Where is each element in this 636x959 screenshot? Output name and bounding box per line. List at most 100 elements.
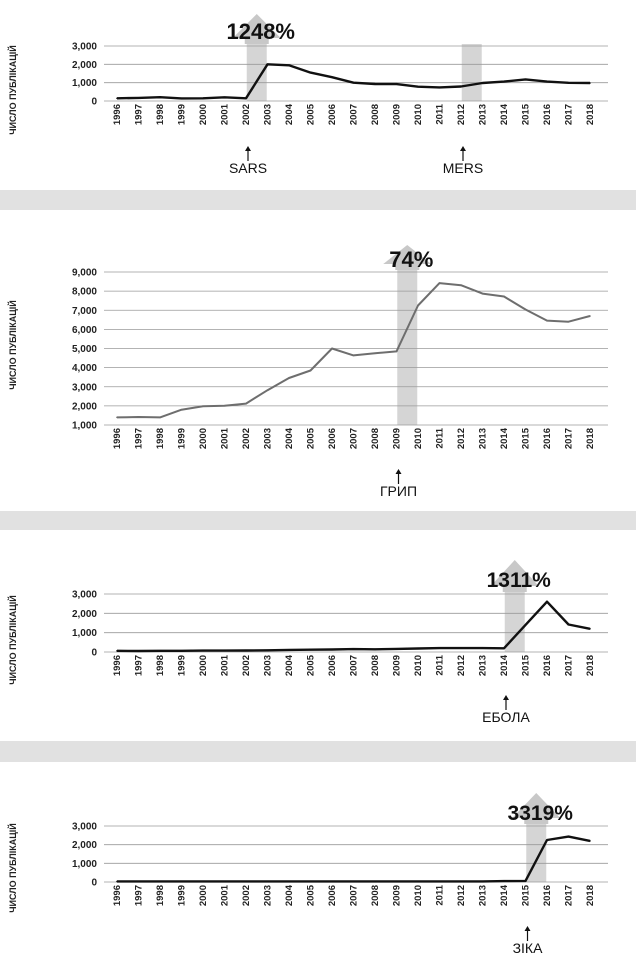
- data-point: [417, 880, 419, 883]
- data-point: [159, 650, 161, 652]
- data-point: [180, 97, 183, 100]
- y-tick-label: 5,000: [72, 344, 97, 355]
- x-tick-label: 2016: [542, 104, 553, 125]
- x-tick-label: 2005: [306, 427, 317, 449]
- data-point: [245, 649, 247, 652]
- x-tick-label: 2018: [585, 428, 596, 449]
- x-tick-label: 2015: [521, 103, 532, 125]
- x-tick-label: 1999: [177, 104, 188, 125]
- x-tick-label: 2018: [585, 104, 596, 125]
- series-line: [116, 282, 591, 419]
- x-tick-label: 1997: [134, 655, 145, 676]
- data-point: [116, 880, 118, 883]
- x-tick-label: 1997: [134, 885, 145, 906]
- data-point: [331, 648, 333, 651]
- x-tick-label: 2010: [413, 428, 424, 449]
- data-point: [309, 880, 312, 883]
- x-tick-label: 2006: [327, 104, 338, 125]
- data-point: [417, 647, 419, 650]
- x-tick-label: 2002: [241, 655, 252, 676]
- growth-percent-label: 1311%: [487, 569, 552, 592]
- data-point: [352, 81, 355, 84]
- y-tick-label: 1,000: [72, 78, 97, 89]
- x-tick-label: 2014: [499, 427, 510, 449]
- y-tick-label: 3,000: [72, 382, 97, 393]
- data-point: [137, 650, 140, 652]
- y-tick-label: 9,000: [72, 268, 97, 279]
- data-point: [481, 647, 484, 649]
- x-tick-label: 2011: [435, 103, 446, 124]
- data-point: [180, 880, 183, 883]
- data-point: [374, 880, 376, 883]
- data-point: [438, 880, 441, 883]
- x-tick-label: 2012: [456, 655, 467, 676]
- x-tick-label: 2002: [241, 428, 252, 449]
- data-point: [589, 840, 591, 842]
- data-point: [352, 354, 355, 357]
- x-tick-label: 2015: [521, 427, 532, 449]
- data-point: [438, 282, 441, 284]
- data-point: [395, 83, 398, 85]
- series-line: [117, 835, 591, 883]
- x-tick-label: 2003: [263, 655, 274, 676]
- data-point: [524, 880, 527, 882]
- data-point: [481, 292, 484, 295]
- x-tick-label: 2009: [392, 104, 403, 125]
- x-tick-label: 2009: [392, 885, 403, 906]
- x-tick-label: 2000: [198, 428, 209, 449]
- y-tick-label: 0: [91, 648, 97, 659]
- x-tick-label: 2018: [585, 885, 596, 906]
- x-tick-label: 2007: [349, 655, 360, 676]
- data-point: [546, 319, 548, 322]
- x-tick-label: 2012: [456, 885, 467, 906]
- x-tick-label: 2002: [241, 104, 252, 125]
- x-tick-label: 2016: [542, 885, 553, 906]
- x-tick-label: 2008: [370, 428, 381, 449]
- data-point: [460, 880, 462, 883]
- data-point: [481, 880, 484, 883]
- x-tick-label: 2003: [263, 428, 274, 449]
- x-tick-label: 2014: [499, 654, 510, 676]
- chart-3: ЧИСЛО ПУБЛІКАЦІЙ 0 1,000 2,000 3,000 1996 1997…: [7, 560, 608, 725]
- data-point: [438, 86, 441, 89]
- x-tick-label: 2018: [585, 655, 596, 676]
- y-tick-label: 1,000: [72, 628, 97, 639]
- x-tick-label: 1997: [134, 428, 145, 449]
- x-tick-label: 2010: [413, 885, 424, 906]
- data-point: [524, 624, 527, 626]
- x-tick-label: 1997: [134, 104, 145, 125]
- section-separator: [0, 511, 636, 530]
- x-tick-label: 2015: [521, 654, 532, 676]
- x-tick-label: 2000: [198, 655, 209, 676]
- x-tick-label: 1999: [177, 885, 188, 906]
- event-pointer-arrowhead: [524, 926, 531, 931]
- data-point: [223, 649, 226, 652]
- data-point: [395, 648, 398, 650]
- data-point: [116, 650, 118, 652]
- data-point: [159, 416, 161, 419]
- x-tick-label: 2006: [327, 428, 338, 449]
- y-tick-label: 0: [91, 878, 97, 889]
- x-tick-label: 2008: [370, 885, 381, 906]
- data-point: [546, 600, 548, 603]
- y-tick-label: 7,000: [72, 306, 97, 317]
- event-label: ЕБОЛА: [482, 709, 530, 725]
- x-tick-label: 2017: [564, 655, 575, 676]
- x-tick-label: 2015: [521, 884, 532, 906]
- x-tick-label: 2013: [478, 655, 489, 676]
- x-tick-label: 1998: [155, 104, 166, 125]
- x-tick-label: 2017: [564, 428, 575, 449]
- growth-percent-label: 3319%: [508, 802, 574, 825]
- y-tick-label: 3,000: [72, 42, 97, 53]
- highlight-band: [246, 44, 267, 101]
- data-point: [309, 648, 312, 651]
- data-point: [503, 80, 505, 83]
- data-point: [352, 880, 355, 883]
- data-point: [395, 350, 398, 353]
- data-point: [374, 83, 376, 85]
- x-tick-label: 2008: [370, 104, 381, 125]
- data-point: [202, 405, 204, 408]
- x-tick-label: 2011: [435, 884, 446, 905]
- x-tick-label: 2001: [220, 884, 231, 906]
- x-tick-label: 2016: [542, 655, 553, 676]
